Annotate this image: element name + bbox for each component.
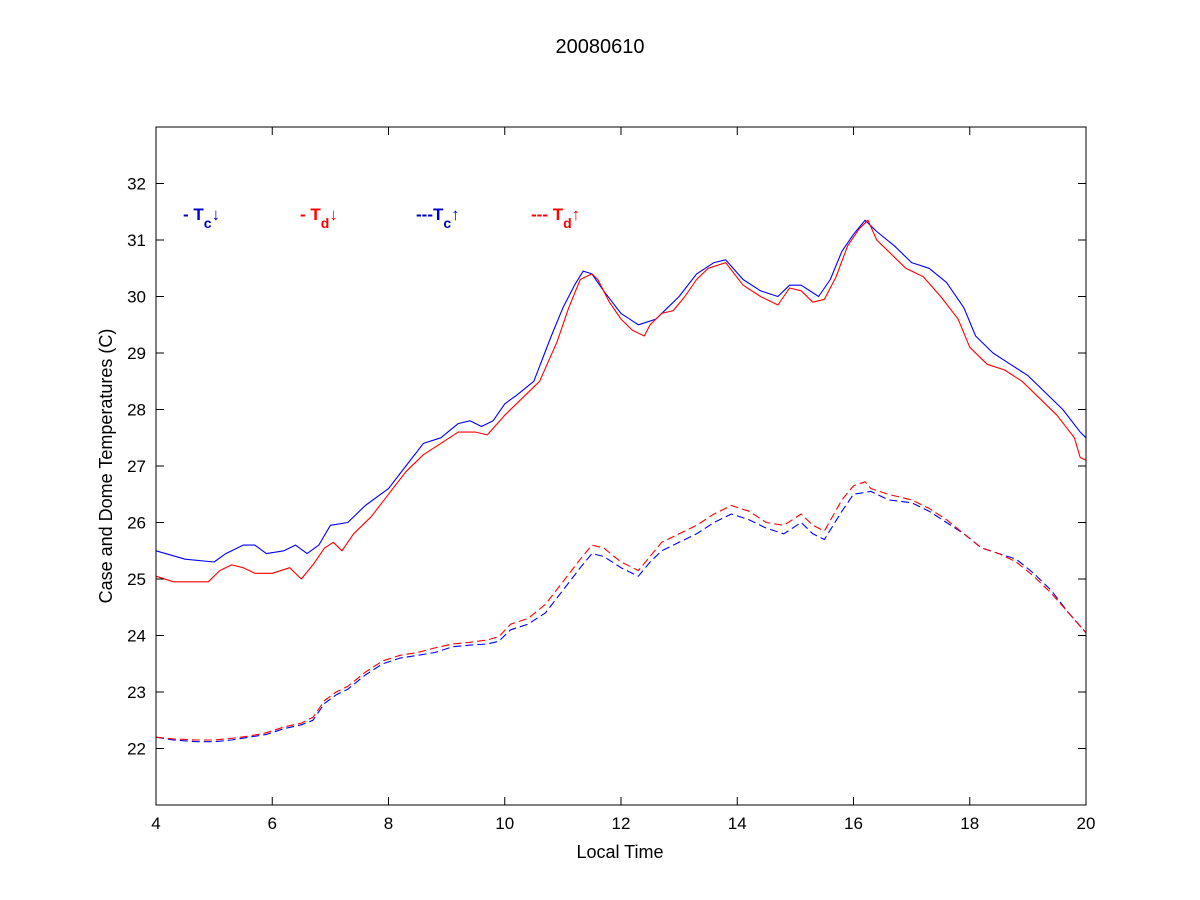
- x-tick-label: 8: [384, 814, 393, 833]
- legend-entry-2: - Td↓: [300, 205, 338, 231]
- x-tick-label: 20: [1077, 814, 1096, 833]
- y-tick-label: 28: [127, 401, 146, 420]
- legend-entry-symbol: - T: [183, 205, 204, 224]
- y-tick-label: 31: [127, 231, 146, 250]
- x-tick-label: 4: [151, 814, 160, 833]
- plot-area: [156, 127, 1086, 805]
- x-tick-label: 6: [268, 814, 277, 833]
- x-axis: 4 6 8 10 12 14 16 18 20: [151, 127, 1095, 833]
- chart-title: 20080610: [556, 36, 645, 58]
- legend-entry-arrow: ↓: [212, 205, 221, 224]
- legend-entry-subscript: d: [321, 215, 330, 231]
- x-tick-label: 18: [960, 814, 979, 833]
- y-axis-label: Case and Dome Temperatures (C): [96, 329, 116, 604]
- y-tick-label: 29: [127, 344, 146, 363]
- series-line-2: [155, 219, 1087, 583]
- series-line-1: [155, 219, 1087, 563]
- x-tick-label: 12: [612, 814, 631, 833]
- legend-entry-symbol: ---T: [416, 205, 444, 224]
- legend-entry-symbol: --- T: [531, 205, 564, 224]
- y-tick-label: 27: [127, 457, 146, 476]
- legend-entry-subscript: c: [443, 215, 451, 231]
- legend-entry-subscript: d: [563, 215, 572, 231]
- y-tick-label: 22: [127, 740, 146, 759]
- x-tick-label: 10: [495, 814, 514, 833]
- y-tick-label: 32: [127, 175, 146, 194]
- legend-entry-subscript: c: [204, 215, 212, 231]
- legend-entry-arrow: ↑: [451, 205, 460, 224]
- y-axis: 22 23 24 25 26 27 28 29 30 31 32: [127, 175, 1086, 759]
- legend-entry-arrow: ↑: [572, 205, 581, 224]
- series-line-4: [155, 481, 1087, 741]
- legend-entry-3: ---Tc↑: [416, 205, 460, 231]
- y-tick-label: 23: [127, 683, 146, 702]
- legend-entry-4: --- Td↑: [531, 205, 580, 231]
- x-axis-label: Local Time: [576, 842, 663, 862]
- legend: - Tc↓ - Td↓ ---Tc↑ --- Td↑: [183, 205, 580, 231]
- y-tick-label: 25: [127, 570, 146, 589]
- legend-entry-1: - Tc↓: [183, 205, 220, 231]
- y-tick-label: 24: [127, 627, 146, 646]
- legend-entry-arrow: ↓: [329, 205, 338, 224]
- series-layer: [155, 219, 1087, 743]
- y-tick-label: 26: [127, 514, 146, 533]
- y-tick-label: 30: [127, 288, 146, 307]
- series-line-3: [155, 490, 1087, 743]
- x-tick-label: 14: [728, 814, 747, 833]
- legend-entry-symbol: - T: [300, 205, 321, 224]
- x-tick-label: 16: [844, 814, 863, 833]
